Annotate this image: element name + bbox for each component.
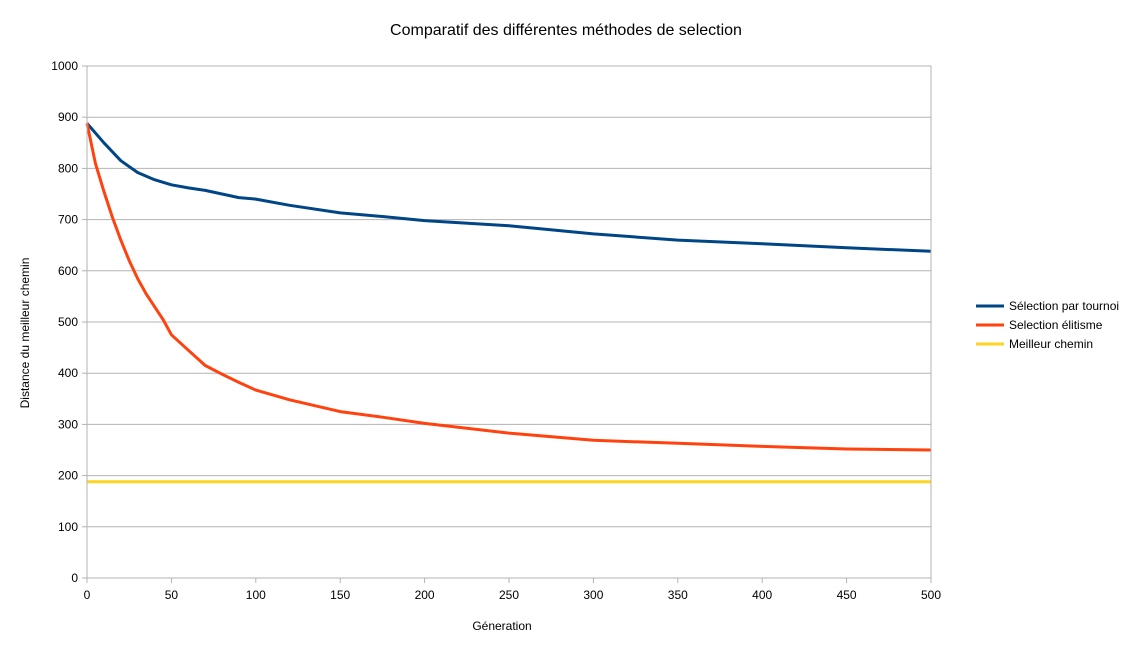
- x-tick-label: 450: [837, 588, 857, 602]
- legend-label-2: Meilleur chemin: [1009, 337, 1093, 351]
- tick-labels: 0 100 200 300 400 500 600 700 800 900 1000 0 50 100 15…: [51, 59, 941, 602]
- x-tick-label: 50: [165, 588, 179, 602]
- legend-label-0: Sélection par tournoi: [1009, 299, 1119, 313]
- x-tick-label: 350: [668, 588, 688, 602]
- legend-label-1: Selection élitisme: [1009, 318, 1103, 332]
- y-axis-label: Distance du meilleur chemin: [18, 258, 32, 409]
- chart-title: Comparatif des différentes méthodes de s…: [390, 22, 742, 39]
- y-tick-label: 800: [58, 161, 78, 175]
- y-tick-label: 500: [58, 315, 78, 329]
- x-tick-label: 200: [415, 588, 435, 602]
- series-line-0: [85, 122, 932, 253]
- y-tick-label: 600: [58, 264, 78, 278]
- y-tick-label: 400: [58, 366, 78, 380]
- x-tick-label: 300: [583, 588, 603, 602]
- legend: Sélection par tournoi Selection élitisme M…: [976, 299, 1119, 351]
- series-layer: [85, 122, 932, 484]
- grid: [87, 65, 931, 579]
- x-tick-label: 250: [499, 588, 519, 602]
- x-tick-label: 500: [921, 588, 941, 602]
- y-tick-label: 900: [58, 110, 78, 124]
- x-tick-label: 100: [246, 588, 266, 602]
- series-line-1: [85, 122, 932, 452]
- x-tick-label: 0: [84, 588, 91, 602]
- x-tick-label: 400: [752, 588, 772, 602]
- y-tick-label: 1000: [51, 59, 78, 73]
- axes: [82, 65, 932, 583]
- x-tick-label: 150: [330, 588, 350, 602]
- y-tick-label: 300: [58, 417, 78, 431]
- y-tick-label: 700: [58, 213, 78, 227]
- y-tick-label: 200: [58, 469, 78, 483]
- x-axis-label: Géneration: [472, 619, 531, 633]
- y-tick-label: 100: [58, 520, 78, 534]
- y-tick-label: 0: [71, 571, 78, 585]
